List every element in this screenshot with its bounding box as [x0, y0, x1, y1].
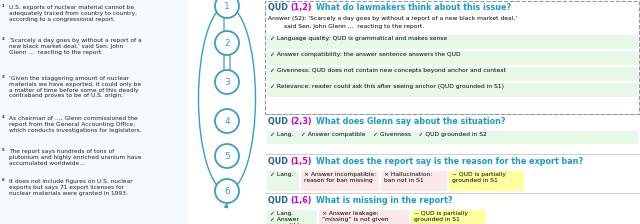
- Text: Answer (S2): ‘Scarcely a day goes by without a report of a new black market deal: Answer (S2): ‘Scarcely a day goes by wit…: [268, 16, 517, 21]
- Text: ✓ Answer compatibility: the answer sentence answers the QUD: ✓ Answer compatibility: the answer sente…: [270, 52, 461, 57]
- Bar: [267, 35, 638, 49]
- Bar: [267, 131, 638, 144]
- Text: ‘Given the staggering amount of nuclear
materials we have exported, it could onl: ‘Given the staggering amount of nuclear …: [9, 76, 141, 98]
- Text: 1: 1: [224, 2, 230, 11]
- Text: said Sen. John Glenn …  reacting to the report.: said Sen. John Glenn … reacting to the r…: [284, 24, 424, 29]
- Text: 5: 5: [224, 151, 230, 161]
- Bar: [0, 0, 188, 224]
- Text: What does the report say is the reason for the export ban?: What does the report say is the reason f…: [316, 157, 583, 166]
- Text: 2: 2: [224, 39, 230, 47]
- Text: (1,6): (1,6): [290, 196, 312, 205]
- Text: What is missing in the report?: What is missing in the report?: [316, 196, 452, 205]
- Text: What does Glenn say about the situation?: What does Glenn say about the situation?: [316, 117, 506, 126]
- Circle shape: [215, 70, 239, 94]
- Text: ~ QUD is partially
grounded in S1: ~ QUD is partially grounded in S1: [414, 211, 468, 222]
- Text: 6: 6: [224, 187, 230, 196]
- Text: (2,3): (2,3): [290, 117, 312, 126]
- Text: ✓ Lang.
✓ Answer
compatible: ✓ Lang. ✓ Answer compatible: [270, 211, 304, 224]
- Text: ¹: ¹: [2, 5, 4, 10]
- Text: QUD: QUD: [268, 117, 291, 126]
- Text: QUD: QUD: [268, 3, 291, 12]
- Bar: [267, 210, 317, 224]
- Text: ✓ Lang.: ✓ Lang.: [270, 172, 293, 177]
- Text: ‘Scarcely a day goes by without a report of a
new black market deal,’ said Sen. : ‘Scarcely a day goes by without a report…: [9, 38, 141, 55]
- Text: ✓ Relevance: reader could ask this after seeing anchor (QUD grounded in S1): ✓ Relevance: reader could ask this after…: [270, 84, 504, 89]
- Bar: [411, 210, 486, 224]
- Text: QUD: QUD: [268, 196, 291, 205]
- Bar: [267, 67, 638, 81]
- Text: × Answer leakage:
“missing” is not given: × Answer leakage: “missing” is not given: [322, 211, 388, 222]
- Text: (1,5): (1,5): [290, 157, 312, 166]
- Text: The report says hundreds of tons of
plutonium and highly enriched uranium have
a: The report says hundreds of tons of plut…: [9, 149, 141, 166]
- Text: (1,2): (1,2): [290, 3, 312, 12]
- Circle shape: [215, 144, 239, 168]
- Circle shape: [215, 109, 239, 133]
- Text: × Hallucination:
ban not in S1: × Hallucination: ban not in S1: [384, 172, 433, 183]
- Text: 4: 4: [224, 116, 230, 125]
- Bar: [319, 210, 409, 224]
- Bar: [267, 51, 638, 65]
- Text: ~ QUD is partially
grounded in S1: ~ QUD is partially grounded in S1: [452, 172, 506, 183]
- Bar: [267, 83, 638, 97]
- Text: ⁵: ⁵: [2, 149, 4, 154]
- Circle shape: [215, 0, 239, 18]
- Text: ✓ Language quality: QUD is grammatical and makes sense: ✓ Language quality: QUD is grammatical a…: [270, 36, 447, 41]
- Text: ⁶: ⁶: [2, 179, 4, 184]
- Text: ✓ Lang.    ✓ Answer compatible    ✓ Givenness    ✓ QUD grounded in S2: ✓ Lang. ✓ Answer compatible ✓ Givenness …: [270, 132, 487, 137]
- Bar: [265, 1, 639, 114]
- Text: ³: ³: [2, 76, 4, 81]
- Text: What do lawmakers think about this issue?: What do lawmakers think about this issue…: [316, 3, 511, 12]
- Text: ²: ²: [2, 38, 4, 43]
- Bar: [301, 171, 379, 191]
- Bar: [267, 171, 299, 191]
- Text: × Answer incompatible:
reason for ban missing: × Answer incompatible: reason for ban mi…: [304, 172, 376, 183]
- Bar: [381, 171, 447, 191]
- Text: As chairman of …, Glenn commissioned the
report from the General Accounting Offi: As chairman of …, Glenn commissioned the…: [9, 116, 141, 133]
- Text: QUD: QUD: [268, 157, 291, 166]
- Text: ✓ Givenness: QUD does not contain new concepts beyond anchor and context: ✓ Givenness: QUD does not contain new co…: [270, 68, 506, 73]
- Text: It does not include figures on U.S. nuclear
exports but says 71 export licenses : It does not include figures on U.S. nucl…: [9, 179, 132, 196]
- Text: U.S. exports of nuclear material cannot be
adequately traced from country to cou: U.S. exports of nuclear material cannot …: [9, 5, 137, 22]
- Text: ⁴: ⁴: [2, 116, 4, 121]
- Circle shape: [215, 31, 239, 55]
- Text: 3: 3: [224, 78, 230, 86]
- Circle shape: [215, 179, 239, 203]
- Bar: [449, 171, 524, 191]
